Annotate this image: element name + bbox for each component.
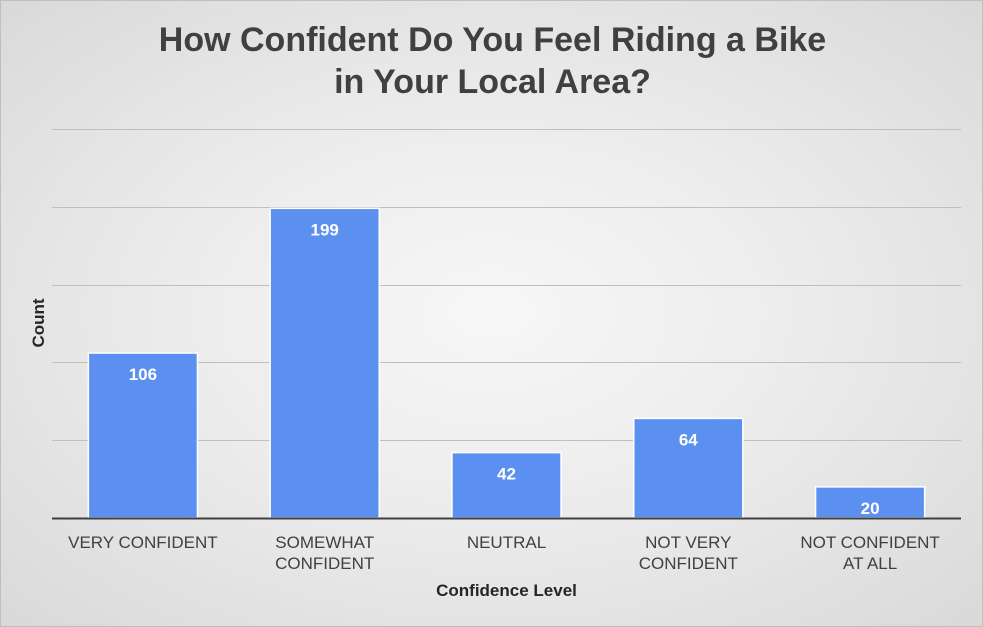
data-label-1: 199 bbox=[311, 220, 339, 239]
labels: 106 VERY CONFIDENT 199 SOMEWHAT CONFIDENT 42 N… bbox=[68, 220, 940, 573]
x-tick-label-3-0: NOT VERY bbox=[645, 533, 731, 552]
x-tick-label-2-0: NEUTRAL bbox=[467, 533, 546, 552]
bar-2 bbox=[451, 451, 562, 519]
gridlines bbox=[52, 129, 961, 441]
data-label-0: 106 bbox=[129, 365, 157, 384]
bar-3 bbox=[633, 417, 744, 519]
bars bbox=[87, 207, 926, 519]
x-axis-title: Confidence Level bbox=[436, 581, 577, 600]
x-tick-label-0-0: VERY CONFIDENT bbox=[68, 533, 218, 552]
x-tick-label-4-1: AT ALL bbox=[843, 554, 897, 573]
y-axis-title: Count bbox=[29, 298, 48, 347]
data-label-2: 42 bbox=[497, 465, 516, 484]
x-tick-label-3-1: CONFIDENT bbox=[639, 554, 738, 573]
x-tick-label-4-0: NOT CONFIDENT bbox=[800, 533, 939, 552]
x-tick-label-1-0: SOMEWHAT bbox=[275, 533, 374, 552]
data-label-4: 20 bbox=[861, 499, 880, 518]
x-tick-label-1-1: CONFIDENT bbox=[275, 554, 374, 573]
bar-1 bbox=[269, 207, 380, 519]
chart-title-line-2: in Your Local Area? bbox=[334, 63, 651, 101]
bar-4 bbox=[814, 486, 926, 519]
chart-title-line-1: How Confident Do You Feel Riding a Bike bbox=[158, 21, 827, 59]
chart-title: How Confident Do You Feel Riding a Bike … bbox=[1, 19, 983, 103]
data-label-3: 64 bbox=[679, 430, 698, 449]
bar-0 bbox=[87, 352, 199, 519]
